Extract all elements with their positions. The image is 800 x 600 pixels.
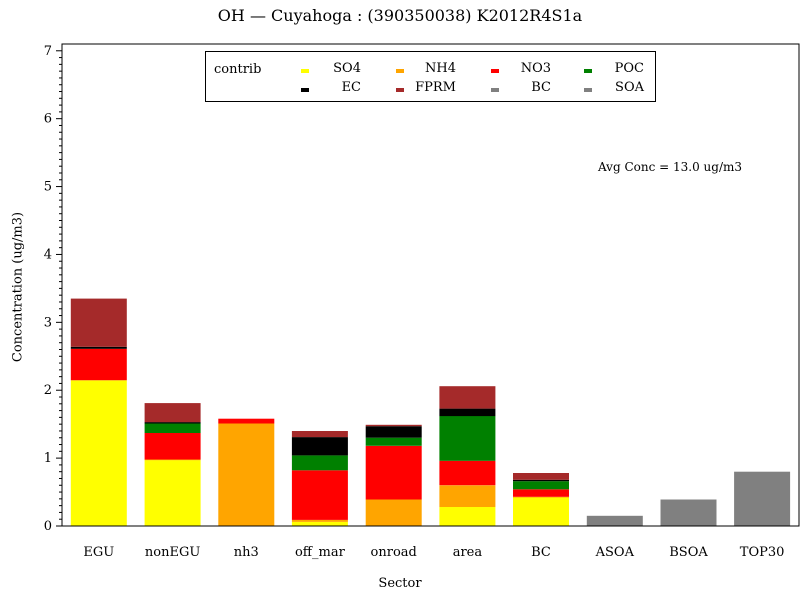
x-tick-label: EGU (83, 545, 114, 560)
y-tick-label: 2 (44, 383, 52, 398)
bar-segment-area-POC (439, 416, 496, 461)
legend-item: NH4 (396, 61, 456, 77)
y-tick-label: 3 (44, 315, 52, 330)
x-tick-label: onroad (371, 545, 417, 560)
legend-swatch (584, 88, 592, 92)
bar-segment-off_mar-SO4 (291, 521, 348, 526)
legend-label: EC (341, 80, 361, 95)
y-tick-label: 6 (44, 112, 52, 127)
y-tick-label: 7 (44, 44, 52, 59)
x-axis-tick-labels: EGU nonEGU nh3 off_mar onroad area BC ASOA BSOA T… (83, 545, 784, 560)
legend-swatch (396, 69, 404, 73)
bar-segment-nonEGU-NH4 (144, 459, 201, 461)
bar-segment-nh3-NH4 (218, 423, 275, 526)
legend-label: NO3 (520, 61, 551, 76)
bar-segment-EGU-NH4 (70, 380, 127, 381)
legend-label: FPRM (415, 80, 456, 95)
bar-segment-area-NH4 (439, 485, 496, 507)
x-tick-label: BC (531, 545, 551, 560)
y-tick-label: 0 (44, 519, 52, 534)
bar-segment-area-SO4 (439, 507, 496, 526)
legend-label: POC (614, 61, 644, 76)
legend-item: POC (584, 61, 644, 77)
legend-item: EC (301, 80, 361, 96)
bar-segment-area-FPRM (439, 386, 496, 409)
legend-label: SO4 (333, 61, 361, 76)
legend-label: NH4 (425, 61, 456, 76)
bar-segment-EGU-EC (70, 346, 127, 349)
bar-segment-nonEGU-NO3 (144, 433, 201, 460)
bar-segment-off_mar-NH4 (291, 519, 348, 522)
bar-segment-BC-NO3 (513, 489, 569, 497)
x-tick-label: ASOA (595, 545, 635, 560)
legend: contrib SO4 NH4 NO3 POC EC FPRM BC SOA (205, 51, 656, 102)
x-tick-label: off_mar (295, 545, 346, 560)
x-axis-title: Sector (378, 576, 422, 591)
legend-item: FPRM (396, 80, 456, 96)
bar-segment-off_mar-POC (291, 455, 348, 471)
legend-swatch (491, 69, 499, 73)
x-tick-label: nonEGU (145, 545, 200, 560)
bar-segment-EGU-NO3 (70, 348, 127, 380)
bar-segment-BC-SO4 (513, 497, 569, 526)
y-axis-ticks: 0 1 2 3 4 5 6 7 (44, 44, 62, 534)
y-axis-title: Concentration (ug/m3) (10, 211, 26, 363)
legend-title: contrib (214, 62, 262, 77)
bars-group (70, 298, 791, 526)
legend-item: BC (491, 80, 551, 96)
bar-segment-onroad-EC (365, 426, 422, 438)
bar-segment-nonEGU-SO4 (144, 460, 201, 526)
plot-frame (61, 43, 800, 527)
y-tick-label: 1 (44, 451, 52, 466)
x-tick-label: area (453, 545, 483, 560)
legend-item: NO3 (491, 61, 551, 77)
bar-segment-off_mar-EC (291, 437, 348, 456)
bar-segment-EGU-SO4 (70, 380, 127, 526)
bar-segment-TOP30-SOA (734, 471, 791, 526)
bar-segment-onroad-NH4 (365, 499, 422, 526)
y-tick-label: 4 (44, 247, 52, 262)
legend-swatch (491, 88, 499, 92)
legend-swatch (396, 88, 404, 92)
x-tick-label: TOP30 (740, 545, 785, 560)
bar-segment-onroad-NO3 (365, 445, 422, 500)
bar-segment-BC-FPRM (513, 473, 569, 480)
legend-label: SOA (615, 80, 644, 95)
bar-segment-off_mar-FPRM (291, 431, 348, 438)
x-tick-label: nh3 (234, 545, 259, 560)
bar-segment-nonEGU-POC (144, 423, 201, 433)
legend-item: SOA (584, 80, 644, 96)
bar-segment-off_mar-NO3 (291, 470, 348, 520)
bar-segment-ASOA-SOA (586, 515, 643, 526)
legend-swatch (301, 69, 309, 73)
bar-segment-BC-EC (513, 479, 569, 482)
legend-label: BC (531, 80, 551, 95)
bar-segment-BC-NH4 (513, 496, 569, 498)
x-tick-label: BSOA (669, 545, 708, 560)
bar-segment-onroad-FPRM (365, 424, 422, 427)
bar-segment-BC-POC (513, 481, 569, 490)
bar-segment-EGU-FPRM (70, 298, 127, 347)
bar-segment-nonEGU-EC (144, 422, 201, 424)
avg-conc-annotation: Avg Conc = 13.0 ug/m3 (598, 160, 742, 174)
legend-item: SO4 (301, 61, 361, 77)
legend-swatch (584, 69, 592, 73)
bar-segment-BSOA-SOA (660, 499, 717, 526)
legend-swatch (301, 88, 309, 92)
bar-segment-nonEGU-FPRM (144, 403, 201, 423)
chart-title: OH — Cuyahoga : (390350038) K2012R4S1a (217, 6, 583, 25)
y-tick-label: 5 (44, 180, 52, 195)
bar-segment-area-NO3 (439, 460, 496, 486)
bar-segment-nh3-NO3 (218, 418, 275, 424)
bar-segment-area-EC (439, 408, 496, 417)
bar-segment-onroad-POC (365, 437, 422, 446)
